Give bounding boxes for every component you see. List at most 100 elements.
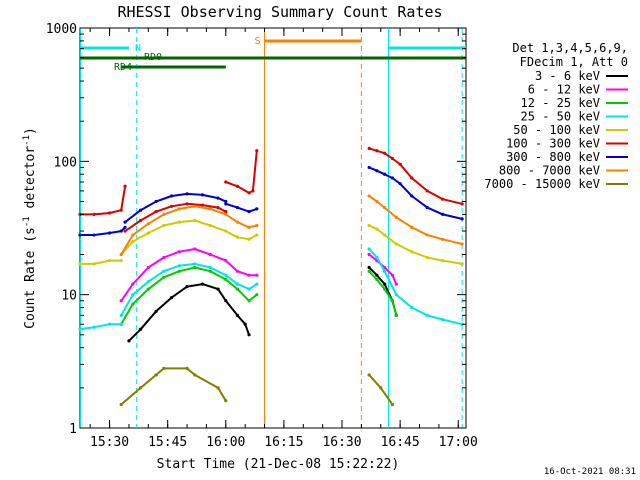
- chart-title: RHESSI Observing Summary Count Rates: [117, 3, 442, 21]
- y-axis-label-part-2: detector: [23, 146, 38, 217]
- series-point: [154, 309, 158, 313]
- series-point: [243, 322, 247, 326]
- series-point: [394, 242, 398, 246]
- series-point: [383, 287, 387, 291]
- series-point: [460, 262, 464, 266]
- x-tick-label: 15:45: [148, 435, 187, 450]
- series-point: [247, 209, 251, 214]
- legend-label: 7000 - 15000 keV: [484, 177, 600, 191]
- series-point: [216, 196, 220, 200]
- series-point: [383, 282, 387, 286]
- series-point: [193, 373, 197, 377]
- series-point: [154, 209, 158, 214]
- series-point: [379, 386, 383, 390]
- legend-label: 12 - 25 keV: [521, 96, 600, 110]
- series-point: [162, 212, 166, 216]
- series-point: [367, 165, 371, 170]
- legend: Det 1,3,4,5,6,9, FDecim 1, Att 0 3 - 6 k…: [484, 41, 628, 191]
- series-point: [216, 287, 220, 291]
- series-point: [119, 259, 123, 263]
- vertical-markers: [80, 28, 463, 428]
- series-point: [162, 275, 166, 279]
- y-axis-label-sup-1: -1: [22, 216, 32, 227]
- series-point: [247, 333, 251, 337]
- series-point: [177, 264, 181, 268]
- series-point: [146, 280, 150, 284]
- y-axis-label-part-3: ): [23, 127, 38, 135]
- series-point: [123, 184, 127, 188]
- series-point: [247, 191, 251, 195]
- plot-frame: [79, 27, 467, 429]
- series-point: [367, 252, 371, 257]
- series-point: [154, 199, 158, 204]
- series-point: [425, 205, 429, 210]
- render-timestamp: 16-Oct-2021 08:31: [544, 467, 636, 477]
- series-point: [247, 273, 251, 277]
- series-point: [78, 327, 82, 331]
- legend-label: 3 - 6 keV: [535, 69, 600, 83]
- series-point: [119, 313, 123, 317]
- flag-label: S: [255, 36, 261, 47]
- series-point: [224, 399, 228, 403]
- series-point: [78, 233, 82, 237]
- series-point: [394, 282, 398, 286]
- series-point: [107, 211, 112, 215]
- series-point: [193, 204, 197, 208]
- series-point: [123, 225, 127, 229]
- flag-label: N: [135, 43, 141, 54]
- legend-header-line-2: FDecim 1, Att 0: [520, 55, 628, 69]
- series-point: [410, 250, 414, 254]
- series-point: [375, 227, 379, 231]
- series-point: [146, 287, 150, 291]
- series-point: [92, 212, 96, 216]
- series-point: [441, 197, 445, 201]
- series-line: [124, 192, 227, 223]
- series-point: [224, 299, 228, 303]
- series-point: [131, 293, 135, 297]
- series-point: [367, 146, 371, 151]
- series-point: [235, 313, 240, 317]
- series-point: [193, 218, 197, 223]
- series-point: [383, 151, 387, 155]
- series-point: [200, 203, 205, 207]
- series-point: [224, 180, 228, 184]
- series-point: [193, 262, 197, 266]
- series-point: [177, 269, 181, 273]
- series-point: [193, 265, 197, 270]
- series-point: [367, 373, 371, 377]
- series-point: [235, 269, 240, 273]
- series-point: [390, 299, 394, 303]
- series-point: [394, 293, 398, 297]
- series-point: [119, 402, 123, 407]
- series-point: [138, 327, 143, 331]
- series-point: [216, 205, 220, 210]
- series-point: [235, 205, 240, 210]
- series-point: [235, 282, 240, 286]
- y-axis-label-sup-2: -1: [22, 135, 32, 146]
- series-point: [398, 182, 402, 186]
- series-point: [169, 204, 174, 208]
- series-point: [235, 184, 240, 188]
- series-point: [460, 242, 464, 246]
- series-point: [224, 202, 228, 206]
- series-point: [107, 231, 112, 235]
- x-tick-label: 15:30: [90, 435, 129, 450]
- series-point: [367, 194, 371, 198]
- y-axis-label: Count Rate (s-1 detector-1): [22, 127, 38, 329]
- series-point: [200, 282, 205, 286]
- series-point: [460, 217, 464, 221]
- series-point: [131, 240, 135, 244]
- series-point: [185, 366, 189, 370]
- legend-label: 100 - 300 keV: [506, 137, 600, 151]
- series-point: [383, 269, 387, 273]
- series-point: [131, 282, 135, 286]
- x-tick-label: 16:15: [264, 435, 303, 450]
- series-point: [208, 265, 212, 270]
- series-point: [92, 325, 96, 329]
- series-point: [185, 284, 189, 289]
- x-tick-label: 16:30: [322, 435, 361, 450]
- series-point: [383, 172, 387, 176]
- series-point: [119, 229, 123, 233]
- series-point: [367, 265, 371, 270]
